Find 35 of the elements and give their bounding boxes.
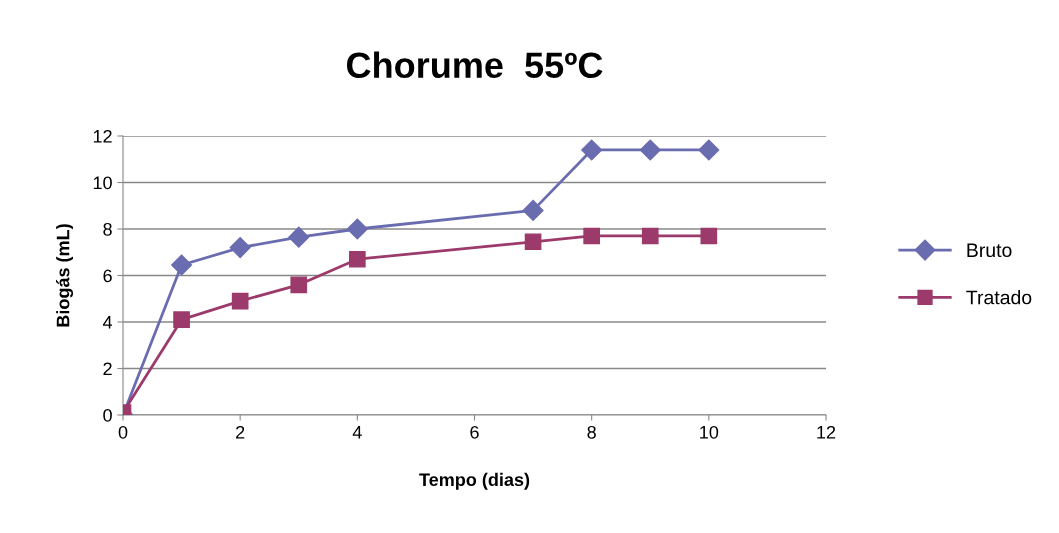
point [641, 227, 659, 245]
point [229, 237, 251, 259]
y-tick-label: 6 [103, 269, 112, 283]
y-tick-label: 8 [103, 222, 112, 236]
y-tick-label: 12 [93, 129, 112, 143]
x-tick-label: 2 [236, 425, 245, 439]
x-tick-label: 4 [352, 426, 362, 439]
y-tick-label: 10 [93, 176, 112, 190]
point [290, 276, 308, 294]
point [700, 227, 718, 245]
x-tick-label: 8 [587, 425, 596, 439]
y-tick-label: 2 [103, 362, 112, 376]
point [348, 250, 366, 268]
y-tick-label: 4 [102, 316, 113, 329]
x-tick-label: 10 [700, 425, 719, 439]
x-axis-title: Tempo (dias) [419, 472, 530, 490]
point [698, 139, 720, 161]
y-axis-title: Biogás (mL) [55, 224, 74, 327]
x-tick-label: 12 [817, 425, 836, 439]
point [288, 226, 310, 248]
x-tick-label: 0 [118, 425, 128, 439]
legend-label: Tratado [966, 290, 1032, 305]
chart-title: Chorume 55ºC [346, 51, 603, 79]
point [524, 233, 542, 251]
y-tick-label: 0 [103, 408, 112, 422]
point [583, 227, 601, 245]
point [231, 292, 249, 310]
point [173, 311, 190, 329]
point [171, 254, 193, 276]
legend-label: Bruto [967, 243, 1012, 258]
point [522, 199, 544, 221]
point [639, 139, 661, 161]
x-tick-label: 6 [470, 425, 479, 439]
point [581, 139, 603, 161]
point [346, 218, 368, 240]
